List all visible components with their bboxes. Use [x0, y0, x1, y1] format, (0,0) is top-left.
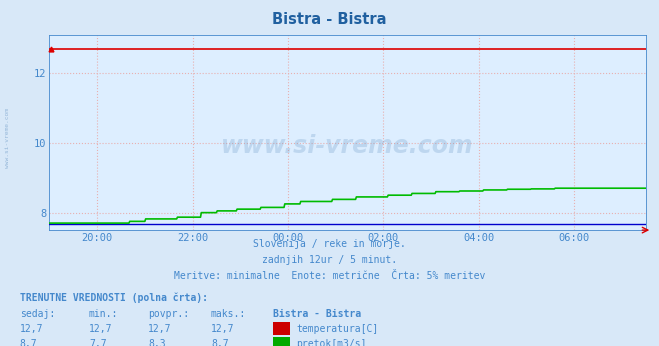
Text: zadnjih 12ur / 5 minut.: zadnjih 12ur / 5 minut. — [262, 255, 397, 265]
Text: maks.:: maks.: — [211, 309, 246, 319]
Text: Bistra - Bistra: Bistra - Bistra — [272, 12, 387, 27]
Text: pretok[m3/s]: pretok[m3/s] — [297, 339, 367, 346]
Text: 12,7: 12,7 — [89, 324, 113, 334]
Text: 7,7: 7,7 — [89, 339, 107, 346]
Text: 8,7: 8,7 — [20, 339, 38, 346]
Text: 12,7: 12,7 — [211, 324, 235, 334]
Text: Bistra - Bistra: Bistra - Bistra — [273, 309, 362, 319]
Text: www.si-vreme.com: www.si-vreme.com — [221, 134, 474, 158]
Text: Slovenija / reke in morje.: Slovenija / reke in morje. — [253, 239, 406, 249]
Text: povpr.:: povpr.: — [148, 309, 189, 319]
Text: sedaj:: sedaj: — [20, 309, 55, 319]
Text: TRENUTNE VREDNOSTI (polna črta):: TRENUTNE VREDNOSTI (polna črta): — [20, 292, 208, 303]
Text: 12,7: 12,7 — [148, 324, 172, 334]
Text: temperatura[C]: temperatura[C] — [297, 324, 379, 334]
Text: min.:: min.: — [89, 309, 119, 319]
Text: www.si-vreme.com: www.si-vreme.com — [5, 108, 11, 169]
Text: 8,3: 8,3 — [148, 339, 166, 346]
Text: 12,7: 12,7 — [20, 324, 43, 334]
Text: 8,7: 8,7 — [211, 339, 229, 346]
Text: Meritve: minimalne  Enote: metrične  Črta: 5% meritev: Meritve: minimalne Enote: metrične Črta:… — [174, 271, 485, 281]
